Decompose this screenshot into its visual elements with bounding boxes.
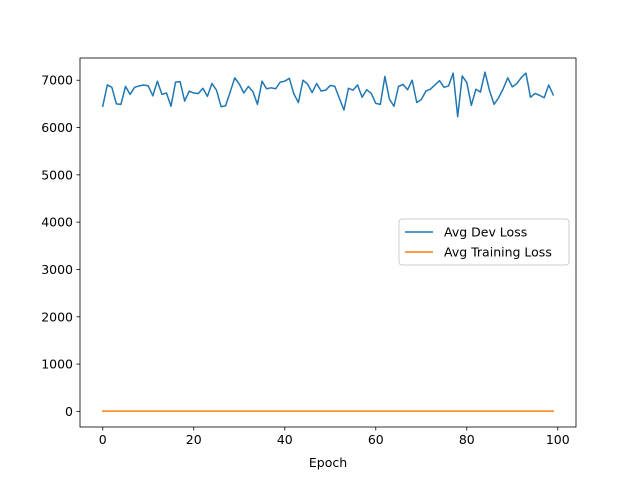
x-tick-label: 0 [99, 432, 107, 447]
x-tick-label: 20 [186, 432, 202, 447]
y-tick-label: 6000 [41, 120, 73, 135]
y-tick-label: 3000 [41, 262, 73, 277]
legend: Avg Dev Loss Avg Training Loss [398, 218, 570, 266]
y-tick-label: 4000 [41, 215, 73, 230]
legend-frame [398, 218, 570, 266]
x-tick-label: 100 [546, 432, 570, 447]
y-tick-label: 0 [65, 404, 73, 419]
x-tick-label: 80 [459, 432, 475, 447]
x-tick-label: 40 [277, 432, 293, 447]
y-tick-label: 1000 [41, 357, 73, 372]
y-tick-label: 7000 [41, 73, 73, 88]
legend-label-2: Avg Training Loss [444, 245, 552, 260]
series-line-1 [101, 71, 555, 118]
x-axis-label: Epoch [309, 455, 347, 470]
x-tick-label: 60 [368, 432, 384, 447]
y-tick-label: 2000 [41, 309, 73, 324]
legend-label-1: Avg Dev Loss [444, 225, 527, 240]
plot-area-frame [79, 57, 577, 428]
y-tick-label: 5000 [41, 167, 73, 182]
